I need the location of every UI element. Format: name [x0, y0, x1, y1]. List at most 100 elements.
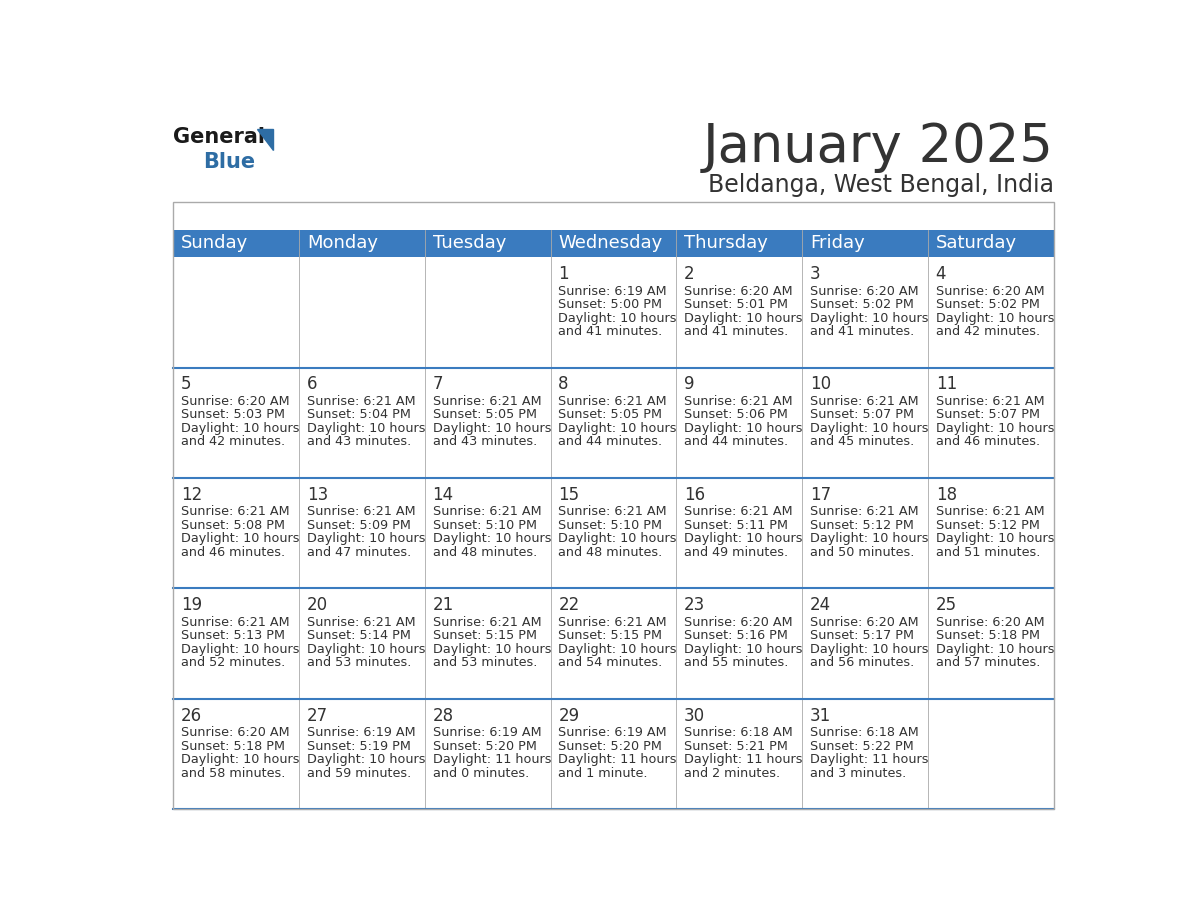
Text: Sunset: 5:14 PM: Sunset: 5:14 PM — [307, 630, 411, 643]
Text: and 59 minutes.: and 59 minutes. — [307, 767, 411, 779]
Text: 24: 24 — [810, 596, 832, 614]
Text: Sunset: 5:16 PM: Sunset: 5:16 PM — [684, 630, 788, 643]
Bar — [802, 478, 928, 588]
Bar — [676, 230, 802, 257]
Text: 7: 7 — [432, 375, 443, 393]
Text: Sunrise: 6:21 AM: Sunrise: 6:21 AM — [181, 506, 290, 519]
Text: and 41 minutes.: and 41 minutes. — [684, 325, 789, 338]
Text: 26: 26 — [181, 707, 202, 724]
Text: Sunrise: 6:18 AM: Sunrise: 6:18 AM — [684, 726, 792, 739]
Text: Sunrise: 6:21 AM: Sunrise: 6:21 AM — [307, 395, 416, 408]
Text: Sunset: 5:12 PM: Sunset: 5:12 PM — [810, 519, 914, 532]
Text: Daylight: 10 hours: Daylight: 10 hours — [684, 532, 803, 545]
Text: Sunset: 5:20 PM: Sunset: 5:20 PM — [432, 740, 537, 753]
Text: Sunset: 5:01 PM: Sunset: 5:01 PM — [684, 298, 788, 311]
Text: Sunrise: 6:21 AM: Sunrise: 6:21 AM — [558, 395, 666, 408]
Text: Daylight: 10 hours: Daylight: 10 hours — [307, 422, 425, 435]
Text: Sunrise: 6:19 AM: Sunrise: 6:19 AM — [558, 285, 666, 297]
Text: Sunset: 5:03 PM: Sunset: 5:03 PM — [181, 409, 285, 421]
Text: 5: 5 — [181, 375, 191, 393]
Text: 8: 8 — [558, 375, 569, 393]
Bar — [928, 367, 1054, 478]
Text: 14: 14 — [432, 486, 454, 504]
Text: and 42 minutes.: and 42 minutes. — [936, 325, 1040, 338]
Bar — [299, 588, 425, 699]
Bar — [173, 257, 299, 367]
Text: Sunrise: 6:19 AM: Sunrise: 6:19 AM — [558, 726, 666, 739]
Text: Daylight: 11 hours: Daylight: 11 hours — [810, 753, 928, 767]
Text: 1: 1 — [558, 265, 569, 283]
Text: Daylight: 10 hours: Daylight: 10 hours — [684, 311, 803, 325]
Text: Sunset: 5:10 PM: Sunset: 5:10 PM — [558, 519, 663, 532]
Text: Sunrise: 6:20 AM: Sunrise: 6:20 AM — [684, 285, 792, 297]
Text: Sunset: 5:07 PM: Sunset: 5:07 PM — [936, 409, 1040, 421]
Bar — [425, 367, 550, 478]
Text: and 51 minutes.: and 51 minutes. — [936, 546, 1040, 559]
Text: Daylight: 10 hours: Daylight: 10 hours — [558, 311, 677, 325]
Text: Sunrise: 6:19 AM: Sunrise: 6:19 AM — [432, 726, 542, 739]
Text: Sunset: 5:17 PM: Sunset: 5:17 PM — [810, 630, 914, 643]
Text: Sunset: 5:15 PM: Sunset: 5:15 PM — [558, 630, 663, 643]
Bar — [425, 699, 550, 810]
Text: 3: 3 — [810, 265, 821, 283]
Text: Sunset: 5:19 PM: Sunset: 5:19 PM — [307, 740, 411, 753]
Text: 9: 9 — [684, 375, 695, 393]
Text: and 43 minutes.: and 43 minutes. — [432, 435, 537, 448]
Text: and 52 minutes.: and 52 minutes. — [181, 656, 285, 669]
Bar — [928, 230, 1054, 257]
Text: Daylight: 10 hours: Daylight: 10 hours — [307, 643, 425, 655]
Bar — [173, 699, 299, 810]
Text: Daylight: 10 hours: Daylight: 10 hours — [432, 532, 551, 545]
Bar — [173, 478, 299, 588]
Bar — [173, 367, 299, 478]
Text: Beldanga, West Bengal, India: Beldanga, West Bengal, India — [708, 174, 1054, 197]
Text: Sunset: 5:18 PM: Sunset: 5:18 PM — [936, 630, 1040, 643]
Bar — [802, 367, 928, 478]
Text: and 46 minutes.: and 46 minutes. — [936, 435, 1040, 448]
Text: 13: 13 — [307, 486, 328, 504]
Text: Daylight: 10 hours: Daylight: 10 hours — [181, 753, 299, 767]
Bar — [550, 230, 676, 257]
Polygon shape — [257, 129, 272, 151]
Text: and 49 minutes.: and 49 minutes. — [684, 546, 789, 559]
Text: Sunrise: 6:21 AM: Sunrise: 6:21 AM — [307, 616, 416, 629]
Bar — [928, 588, 1054, 699]
Text: Sunset: 5:08 PM: Sunset: 5:08 PM — [181, 519, 285, 532]
Text: Sunset: 5:10 PM: Sunset: 5:10 PM — [432, 519, 537, 532]
Text: Sunrise: 6:21 AM: Sunrise: 6:21 AM — [936, 395, 1044, 408]
Text: 27: 27 — [307, 707, 328, 724]
Text: 20: 20 — [307, 596, 328, 614]
Bar — [676, 367, 802, 478]
Text: Saturday: Saturday — [936, 234, 1017, 252]
Text: Sunrise: 6:18 AM: Sunrise: 6:18 AM — [810, 726, 918, 739]
Text: Friday: Friday — [810, 234, 865, 252]
Bar — [299, 367, 425, 478]
Text: 15: 15 — [558, 486, 580, 504]
Text: and 44 minutes.: and 44 minutes. — [558, 435, 663, 448]
Text: Sunset: 5:04 PM: Sunset: 5:04 PM — [307, 409, 411, 421]
Text: Sunrise: 6:21 AM: Sunrise: 6:21 AM — [181, 616, 290, 629]
Text: and 42 minutes.: and 42 minutes. — [181, 435, 285, 448]
Bar — [425, 230, 550, 257]
Text: Sunset: 5:20 PM: Sunset: 5:20 PM — [558, 740, 662, 753]
Text: Sunrise: 6:20 AM: Sunrise: 6:20 AM — [181, 395, 290, 408]
Bar — [676, 257, 802, 367]
Text: Sunset: 5:02 PM: Sunset: 5:02 PM — [936, 298, 1040, 311]
Text: Daylight: 10 hours: Daylight: 10 hours — [558, 532, 677, 545]
Text: Sunrise: 6:21 AM: Sunrise: 6:21 AM — [684, 506, 792, 519]
Text: 29: 29 — [558, 707, 580, 724]
Text: 28: 28 — [432, 707, 454, 724]
Text: 4: 4 — [936, 265, 946, 283]
Text: Sunset: 5:22 PM: Sunset: 5:22 PM — [810, 740, 914, 753]
Text: Daylight: 11 hours: Daylight: 11 hours — [558, 753, 677, 767]
Text: Daylight: 10 hours: Daylight: 10 hours — [936, 643, 1054, 655]
Text: and 58 minutes.: and 58 minutes. — [181, 767, 285, 779]
Text: and 53 minutes.: and 53 minutes. — [432, 656, 537, 669]
Text: Daylight: 10 hours: Daylight: 10 hours — [432, 422, 551, 435]
Text: and 2 minutes.: and 2 minutes. — [684, 767, 781, 779]
Bar — [173, 202, 1054, 810]
Text: Daylight: 10 hours: Daylight: 10 hours — [810, 311, 928, 325]
Text: Daylight: 11 hours: Daylight: 11 hours — [432, 753, 551, 767]
Bar — [676, 699, 802, 810]
Bar — [802, 257, 928, 367]
